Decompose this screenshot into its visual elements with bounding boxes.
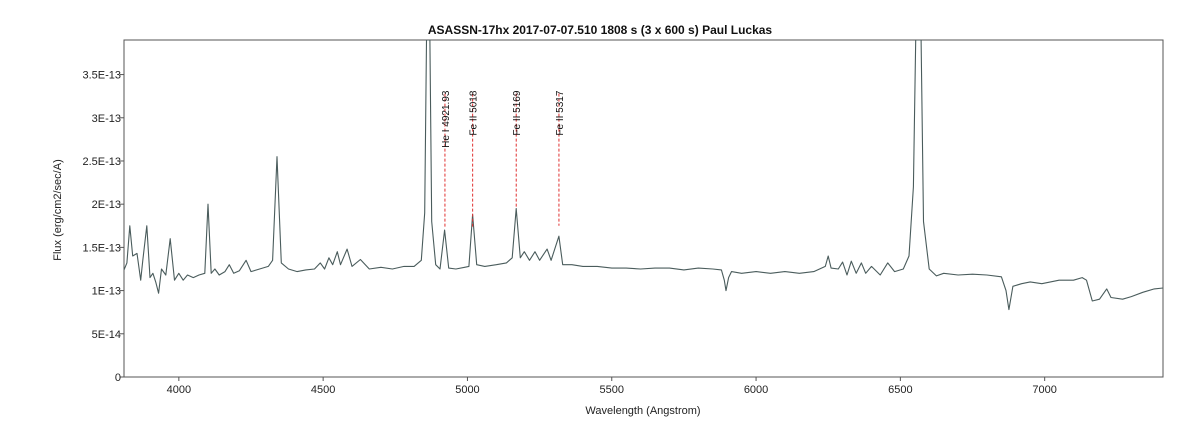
x-tick-label: 4000 xyxy=(167,384,191,396)
x-tick-label: 6500 xyxy=(888,384,912,396)
x-tick-label: 7000 xyxy=(1032,384,1056,396)
line-marker-label: Fe II 5169 xyxy=(512,90,523,135)
plot-area xyxy=(123,39,1164,378)
x-tick-label: 4500 xyxy=(311,384,335,396)
x-axis: 4000 4500 5000 5500 6000 6500 7000 xyxy=(167,377,1057,396)
line-marker-label: Fe II 5018 xyxy=(469,90,480,135)
x-tick-label: 6000 xyxy=(744,384,768,396)
y-tick-label: 5E-14 xyxy=(92,329,121,341)
y-axis: 0 5E-14 1E-13 1.5E-13 2E-13 2.5E-13 3E-13 3.5E-… xyxy=(82,70,124,384)
y-tick-label: 3E-13 xyxy=(92,113,121,125)
x-axis-title: Wavelength (Angstrom) xyxy=(585,405,700,417)
plot-frame xyxy=(123,39,1164,378)
spectrum-line xyxy=(124,40,1163,311)
y-tick-label: 3.5E-13 xyxy=(82,70,121,82)
chart-title: ASASSN-17hx 2017-07-07.510 1808 s (3 x 6… xyxy=(428,23,773,37)
line-marker-label: Fe II 5317 xyxy=(555,90,566,135)
line-markers: He I 4921.93 Fe II 5018 Fe II 5169 Fe II 53… xyxy=(441,90,566,229)
y-tick-label: 2E-13 xyxy=(92,199,121,211)
y-tick-label: 0 xyxy=(115,372,121,384)
y-axis-title: Flux (erg/cm2/sec/A) xyxy=(52,159,64,260)
x-tick-label: 5500 xyxy=(600,384,624,396)
y-tick-label: 1E-13 xyxy=(92,286,121,298)
y-tick-label: 1.5E-13 xyxy=(82,242,121,254)
y-tick-label: 2.5E-13 xyxy=(82,156,121,168)
line-marker-label: He I 4921.93 xyxy=(441,90,452,148)
x-tick-label: 5000 xyxy=(455,384,479,396)
